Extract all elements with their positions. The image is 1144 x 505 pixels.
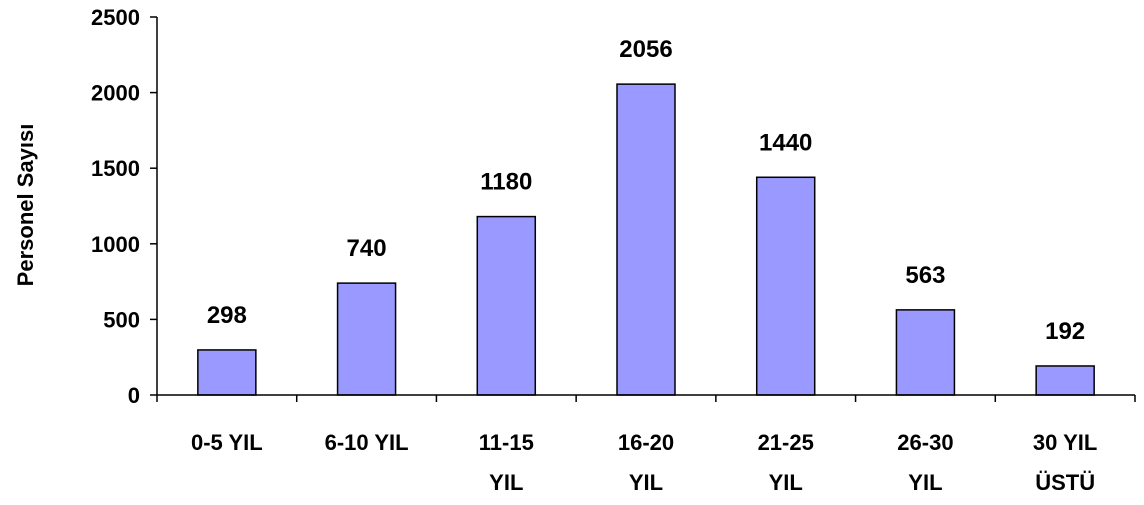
bar: [1035, 365, 1095, 396]
bar: [197, 349, 257, 396]
x-category-label: 26-30: [897, 430, 953, 455]
y-tick-label: 1500: [91, 156, 140, 181]
x-category-label: YIL: [769, 470, 803, 495]
bar: [616, 83, 676, 396]
x-category-label: YIL: [489, 470, 523, 495]
x-category-label: 30 YIL: [1033, 430, 1097, 455]
data-label: 192: [1045, 318, 1085, 345]
data-label: 1440: [759, 129, 812, 156]
axes: [156, 17, 1135, 396]
x-category-label: 21-25: [758, 430, 814, 455]
x-category-label: 6-10 YIL: [325, 430, 409, 455]
data-labels: 298 740 1180 2056 1440 563 192: [207, 36, 1085, 345]
data-label: 2056: [619, 36, 672, 63]
y-tick-label: 1000: [91, 232, 140, 257]
x-category-label: 11-15: [479, 430, 534, 455]
bars: [197, 83, 1095, 396]
bar: [336, 282, 397, 396]
x-category-label: 0-5 YIL: [191, 430, 263, 455]
x-category-label: YIL: [629, 470, 663, 495]
bar: [755, 176, 816, 396]
data-label: 740: [347, 235, 387, 262]
x-axis-ticks: 0-5 YIL 6-10 YIL 11-15 YIL 16-20 YIL 21-25 YIL 2…: [156, 395, 1136, 495]
y-axis-title: Personel Sayısı: [13, 124, 38, 287]
bar: [895, 309, 956, 396]
x-category-label: ÜSTÜ: [1035, 470, 1095, 495]
y-tick-label: 2000: [91, 81, 140, 106]
data-label: 563: [905, 262, 945, 289]
data-label: 298: [207, 302, 247, 329]
bar: [476, 215, 537, 396]
data-label: 1180: [480, 169, 532, 196]
x-category-label: YIL: [908, 470, 942, 495]
x-category-label: 16-20: [618, 430, 674, 455]
y-axis-ticks: 0 500 1000 1500 2000 2500: [91, 5, 157, 408]
y-tick-label: 2500: [91, 5, 140, 30]
y-tick-label: 0: [128, 383, 140, 408]
y-tick-label: 500: [103, 307, 140, 332]
